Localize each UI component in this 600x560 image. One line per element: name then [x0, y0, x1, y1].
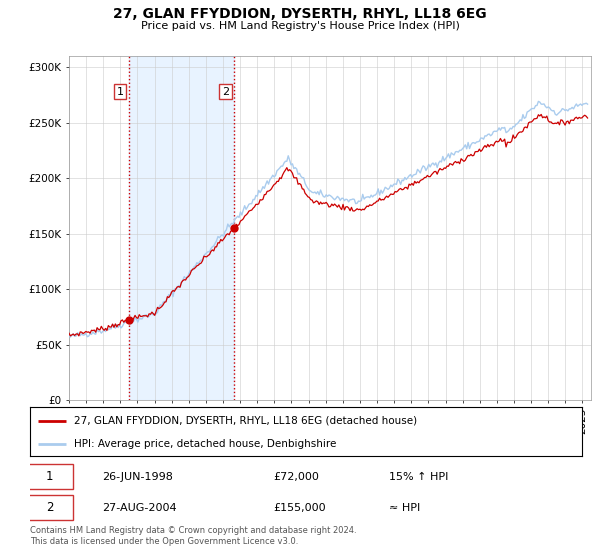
Text: £155,000: £155,000 — [273, 503, 326, 513]
Text: 1: 1 — [116, 87, 124, 96]
Text: Contains HM Land Registry data © Crown copyright and database right 2024.
This d: Contains HM Land Registry data © Crown c… — [30, 526, 356, 546]
Text: 26-JUN-1998: 26-JUN-1998 — [102, 472, 173, 482]
Text: 27, GLAN FFYDDION, DYSERTH, RHYL, LL18 6EG: 27, GLAN FFYDDION, DYSERTH, RHYL, LL18 6… — [113, 7, 487, 21]
FancyBboxPatch shape — [27, 464, 73, 489]
Text: 27, GLAN FFYDDION, DYSERTH, RHYL, LL18 6EG (detached house): 27, GLAN FFYDDION, DYSERTH, RHYL, LL18 6… — [74, 416, 417, 426]
Text: HPI: Average price, detached house, Denbighshire: HPI: Average price, detached house, Denb… — [74, 438, 337, 449]
Text: 1: 1 — [46, 470, 53, 483]
Text: 27-AUG-2004: 27-AUG-2004 — [102, 503, 176, 513]
FancyBboxPatch shape — [27, 496, 73, 520]
Text: £72,000: £72,000 — [273, 472, 319, 482]
Text: 2: 2 — [222, 87, 229, 96]
Text: 15% ↑ HPI: 15% ↑ HPI — [389, 472, 448, 482]
Text: ≈ HPI: ≈ HPI — [389, 503, 420, 513]
Text: 2: 2 — [46, 501, 53, 515]
Bar — [128, 56, 234, 400]
Text: Price paid vs. HM Land Registry's House Price Index (HPI): Price paid vs. HM Land Registry's House … — [140, 21, 460, 31]
